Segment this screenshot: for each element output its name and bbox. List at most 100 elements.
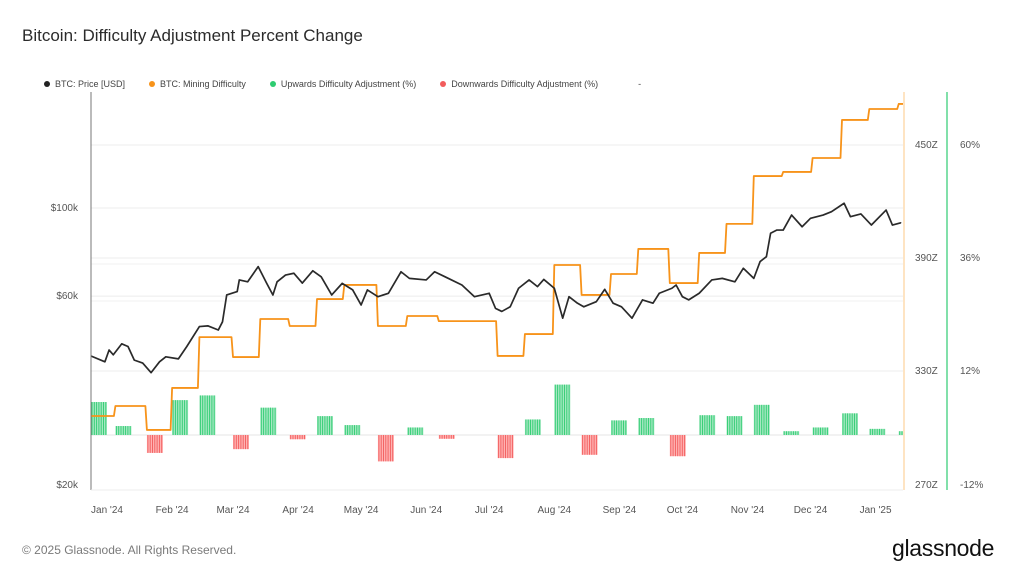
- price-point: [641, 299, 644, 301]
- price-point: [843, 202, 845, 204]
- price-point: [150, 372, 152, 374]
- upward-adjustment-bar: [869, 428, 886, 435]
- price-point: [620, 306, 623, 308]
- legend-item-upwards[interactable]: Upwards Difficulty Adjustment (%): [269, 79, 417, 89]
- upward-adjustment-bar: [91, 402, 107, 435]
- price-point: [536, 286, 539, 288]
- price-point: [509, 306, 511, 308]
- price-point: [112, 354, 114, 356]
- downward-adjustment-bar: [497, 435, 514, 459]
- legend-dot-difficulty: [149, 81, 156, 87]
- legend-item-downwards[interactable]: Downwards Difficulty Adjustment (%): [440, 79, 598, 89]
- price-point: [207, 325, 209, 327]
- price-point: [809, 217, 812, 219]
- price-point: [165, 356, 167, 358]
- upward-adjustment-bar: [898, 431, 903, 435]
- price-point: [473, 296, 476, 298]
- legend: BTC: Price [USD] BTC: Mining Difficulty …: [44, 79, 665, 89]
- price-point: [238, 279, 240, 281]
- price-point: [830, 211, 833, 213]
- price-point: [543, 278, 545, 281]
- difficulty-tick-label: 330Z: [915, 366, 938, 377]
- price-point: [698, 292, 700, 294]
- price-point: [671, 287, 673, 289]
- gridlines: [91, 144, 903, 436]
- x-tick-label: Jan '25: [860, 505, 892, 516]
- price-point: [681, 296, 684, 298]
- price-point: [518, 287, 520, 289]
- price-point: [121, 343, 123, 345]
- price-point: [444, 276, 446, 278]
- x-tick-label: Dec '24: [794, 505, 828, 516]
- upward-adjustment-bar: [172, 400, 189, 435]
- glassnode-logo[interactable]: glassnode: [892, 535, 995, 561]
- price-point: [721, 277, 723, 279]
- price-point: [461, 284, 463, 286]
- axes: $100k $60k $20k 450Z 60% 390Z 36% 330Z 12% 270Z -1…: [51, 92, 983, 516]
- bar-fill: [898, 431, 903, 435]
- price-point: [631, 317, 633, 319]
- price-point: [688, 299, 690, 301]
- price-point: [791, 214, 793, 216]
- legend-label: -: [638, 79, 642, 89]
- price-point: [801, 226, 803, 228]
- price-point: [734, 281, 736, 283]
- price-point: [675, 284, 677, 286]
- percent-tick-label: 12%: [960, 366, 980, 377]
- legend-item-difficulty[interactable]: BTC: Mining Difficulty: [149, 79, 246, 89]
- price-point: [860, 213, 862, 215]
- copyright: © 2025 Glassnode. All Rights Reserved.: [22, 543, 237, 557]
- downward-adjustment-bar: [581, 435, 598, 455]
- price-point: [583, 306, 585, 308]
- price-point: [272, 294, 274, 296]
- legend-label: Upwards Difficulty Adjustment (%): [280, 79, 417, 89]
- x-tick-label: Sep '24: [603, 505, 637, 516]
- difficulty-tick-label: 450Z: [915, 140, 938, 151]
- upward-adjustment-bar: [726, 416, 743, 435]
- price-point: [293, 272, 295, 274]
- downward-adjustment-bar: [289, 435, 306, 440]
- price-point: [576, 302, 579, 304]
- price-point: [284, 274, 287, 276]
- price-point: [377, 296, 379, 298]
- downward-adjustment-bar: [233, 435, 249, 450]
- price-point: [765, 256, 768, 258]
- price-point: [711, 279, 713, 281]
- price-point: [885, 209, 887, 211]
- price-line: [90, 202, 902, 374]
- price-point: [198, 325, 200, 328]
- upward-adjustment-bar: [699, 415, 716, 435]
- upward-adjustment-bar: [344, 425, 361, 435]
- price-point: [568, 296, 570, 298]
- legend-item-price[interactable]: BTC: Price [USD]: [44, 79, 125, 89]
- price-tick-label: $20k: [56, 480, 79, 491]
- price-point: [360, 304, 362, 306]
- upward-adjustment-bar: [199, 395, 216, 435]
- difficulty-tick-label: 390Z: [915, 253, 938, 264]
- adjustment-bars: [91, 384, 903, 462]
- x-tick-label: May '24: [344, 505, 379, 516]
- price-point: [501, 310, 503, 313]
- price-line-path: [90, 202, 902, 374]
- upward-adjustment-bar: [407, 427, 424, 435]
- difficulty-tick-label: 270Z: [915, 480, 938, 491]
- price-point: [770, 232, 772, 234]
- upward-adjustment-bar: [524, 419, 541, 435]
- price-point: [366, 289, 368, 291]
- legend-item-blank[interactable]: -: [638, 79, 641, 89]
- price-point: [595, 301, 597, 303]
- price-point: [108, 349, 110, 351]
- price-point: [400, 271, 402, 273]
- upward-adjustment-bar: [638, 418, 655, 435]
- price-point: [257, 265, 259, 268]
- price-point: [186, 345, 188, 348]
- upward-adjustment-bar: [611, 420, 627, 435]
- price-point: [900, 222, 902, 224]
- x-tick-label: Jan '24: [91, 505, 123, 516]
- upward-adjustment-bar: [842, 413, 858, 435]
- price-point: [177, 358, 179, 360]
- price-point: [782, 229, 784, 231]
- price-tick-label: $60k: [56, 291, 79, 302]
- price-point: [528, 279, 530, 281]
